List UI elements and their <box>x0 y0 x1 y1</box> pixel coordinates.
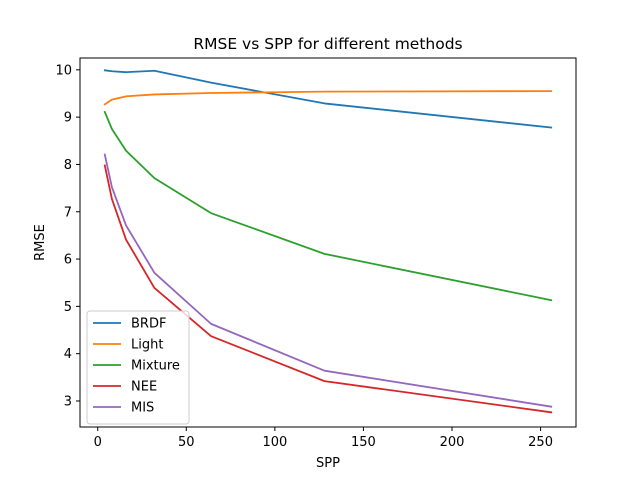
series-layer <box>103 69 553 414</box>
x-tick-label: 250 <box>528 435 553 450</box>
legend-label-brdf: BRDF <box>131 317 166 332</box>
y-tick-label: 7 <box>64 205 72 220</box>
legend-box <box>86 310 190 425</box>
y-tick-label: 5 <box>64 300 72 315</box>
legend: BRDF Light Mixture NEE MIS <box>86 310 190 425</box>
y-axis: 3 4 5 6 7 8 9 10 <box>55 63 80 409</box>
x-axis: 0 50 100 150 200 250 <box>94 427 553 450</box>
plot-frame <box>79 57 577 428</box>
y-tick-label: 4 <box>64 347 72 362</box>
x-axis-label: SPP <box>316 456 340 471</box>
y-tick-label: 9 <box>64 111 72 126</box>
series-line-nee <box>103 164 553 414</box>
x-tick-label: 0 <box>94 435 102 450</box>
legend-label-nee: NEE <box>131 380 157 395</box>
series-line-light <box>103 90 553 106</box>
x-tick-label: 200 <box>440 435 465 450</box>
chart-title: RMSE vs SPP for different methods <box>193 35 462 53</box>
x-tick-label: 150 <box>351 435 376 450</box>
legend-label-mis: MIS <box>131 401 154 416</box>
y-tick-label: 10 <box>55 63 72 78</box>
y-tick-label: 3 <box>64 394 72 409</box>
series-line-mis <box>103 153 553 408</box>
x-tick-label: 100 <box>262 435 287 450</box>
y-tick-label: 8 <box>64 158 72 173</box>
series-line-brdf <box>103 69 553 129</box>
y-axis-label: RMSE <box>33 224 48 261</box>
legend-label-mixture: Mixture <box>131 359 180 374</box>
legend-label-light: Light <box>131 338 163 353</box>
y-tick-label: 6 <box>64 253 72 268</box>
x-tick-label: 50 <box>178 435 195 450</box>
series-line-mixture <box>103 110 553 302</box>
